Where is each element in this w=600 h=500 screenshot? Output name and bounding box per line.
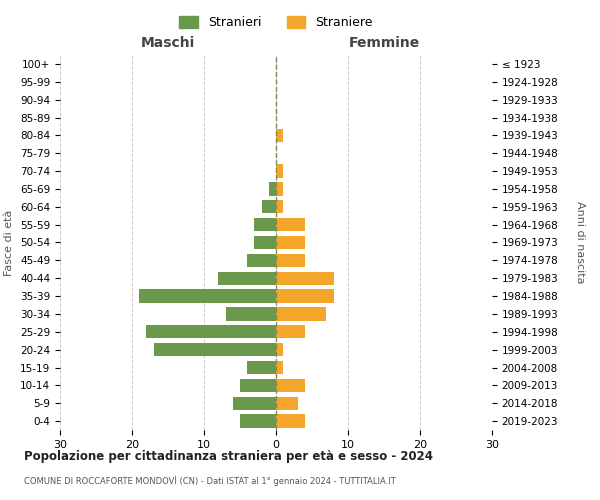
Bar: [154, 343, 276, 356]
Bar: [276, 307, 326, 320]
Bar: [226, 307, 276, 320]
Bar: [262, 200, 276, 213]
Bar: [254, 218, 276, 232]
Bar: [269, 182, 276, 196]
Bar: [276, 290, 334, 303]
Text: Maschi: Maschi: [141, 36, 195, 50]
Bar: [276, 182, 283, 196]
Legend: Stranieri, Straniere: Stranieri, Straniere: [174, 11, 378, 34]
Bar: [247, 361, 276, 374]
Bar: [276, 396, 298, 410]
Bar: [276, 272, 334, 285]
Bar: [233, 396, 276, 410]
Bar: [139, 290, 276, 303]
Y-axis label: Anni di nascita: Anni di nascita: [575, 201, 585, 284]
Bar: [276, 236, 305, 249]
Bar: [240, 414, 276, 428]
Bar: [247, 254, 276, 267]
Bar: [254, 236, 276, 249]
Bar: [276, 218, 305, 232]
Text: Femmine: Femmine: [349, 36, 419, 50]
Bar: [276, 414, 305, 428]
Bar: [240, 378, 276, 392]
Bar: [218, 272, 276, 285]
Y-axis label: Fasce di età: Fasce di età: [4, 210, 14, 276]
Bar: [276, 254, 305, 267]
Bar: [276, 200, 283, 213]
Text: COMUNE DI ROCCAFORTE MONDOVÌ (CN) - Dati ISTAT al 1° gennaio 2024 - TUTTITALIA.I: COMUNE DI ROCCAFORTE MONDOVÌ (CN) - Dati…: [24, 475, 396, 486]
Bar: [276, 128, 283, 142]
Bar: [276, 164, 283, 178]
Bar: [276, 325, 305, 338]
Bar: [276, 361, 283, 374]
Bar: [276, 378, 305, 392]
Bar: [146, 325, 276, 338]
Text: Popolazione per cittadinanza straniera per età e sesso - 2024: Popolazione per cittadinanza straniera p…: [24, 450, 433, 463]
Bar: [276, 343, 283, 356]
